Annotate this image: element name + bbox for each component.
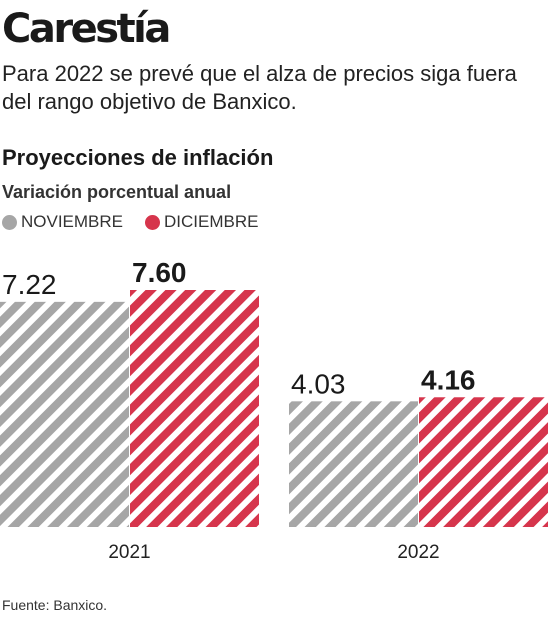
headline: Carestía (2, 6, 171, 52)
legend-label-diciembre: DICIEMBRE (164, 212, 259, 231)
data-label-noviembre-2022: 4.03 (291, 368, 346, 399)
legend: NOVIEMBRE DICIEMBRE (2, 211, 259, 233)
bar-noviembre-2022 (289, 401, 418, 527)
legend-item-noviembre: NOVIEMBRE (2, 211, 123, 233)
subheadline: Para 2022 se prevé que el alza de precio… (2, 61, 517, 114)
chart-title: Proyecciones de inflación (2, 145, 274, 170)
data-label-diciembre-2021: 7.60 (132, 257, 187, 288)
data-label-diciembre-2022: 4.16 (421, 364, 476, 395)
bar-diciembre-2022 (419, 397, 548, 527)
x-tick-label-2021: 2021 (108, 542, 150, 563)
data-label-noviembre-2021: 7.22 (2, 269, 57, 300)
source-note: Fuente: Banxico. (2, 597, 108, 613)
x-tick-label-2022: 2022 (397, 542, 439, 563)
legend-swatch-diciembre (145, 214, 161, 230)
legend-swatch-noviembre (2, 214, 17, 230)
legend-item-diciembre: DICIEMBRE (145, 211, 259, 233)
bar-diciembre-2021 (130, 290, 259, 527)
bar-chart: 7.22 7.60 2021 4.03 4.16 2022 (0, 257, 548, 563)
chart-subtitle: Variación porcentual anual (2, 182, 232, 202)
bar-noviembre-2021 (0, 301, 129, 527)
legend-label-noviembre: NOVIEMBRE (21, 212, 124, 231)
